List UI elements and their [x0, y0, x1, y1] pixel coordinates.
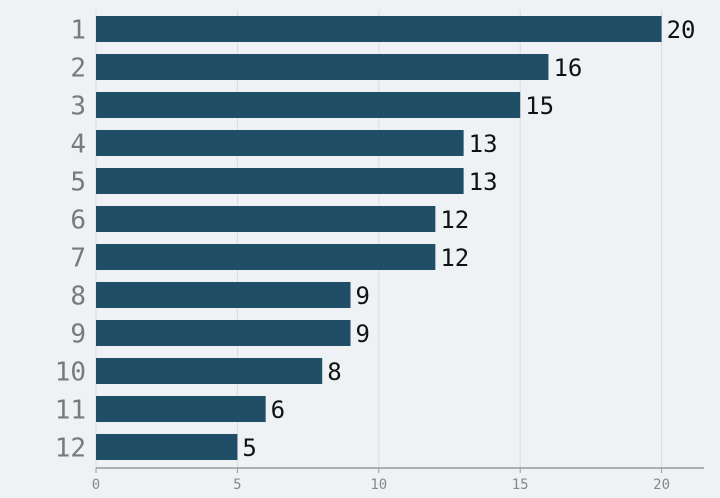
bar	[96, 358, 323, 384]
value-label: 12	[440, 206, 469, 234]
x-tick-label: 15	[512, 477, 529, 493]
value-label: 13	[469, 130, 498, 158]
y-tick-label: 4	[70, 130, 86, 160]
bar	[96, 282, 351, 308]
y-tick-label: 2	[70, 54, 86, 84]
x-tick-label: 10	[370, 477, 387, 493]
value-label: 16	[553, 54, 582, 82]
x-tick-label: 0	[92, 477, 100, 493]
y-tick-label: 3	[70, 92, 86, 122]
value-label: 15	[525, 92, 554, 120]
bar	[96, 130, 464, 156]
bar	[96, 16, 662, 42]
y-tick-label: 10	[55, 358, 86, 388]
value-label: 9	[356, 282, 370, 310]
value-label: 12	[440, 244, 469, 272]
y-tick-label: 8	[70, 282, 86, 312]
y-tick-label: 7	[70, 244, 86, 274]
x-tick-label: 5	[233, 477, 241, 493]
y-tick-label: 6	[70, 206, 86, 236]
bar	[96, 244, 436, 270]
value-label: 6	[271, 396, 285, 424]
value-label: 5	[242, 434, 256, 462]
value-label: 20	[667, 16, 696, 44]
value-label: 13	[469, 168, 498, 196]
y-tick-label: 12	[55, 434, 86, 464]
bar	[96, 434, 238, 460]
bar	[96, 320, 351, 346]
bar	[96, 396, 266, 422]
y-tick-label: 1	[70, 16, 86, 46]
y-tick-label: 5	[70, 168, 86, 198]
bar	[96, 54, 549, 80]
y-tick-label: 9	[70, 320, 86, 350]
y-tick-label: 11	[55, 396, 86, 426]
value-label: 9	[356, 320, 370, 348]
value-label: 8	[327, 358, 341, 386]
bar	[96, 92, 521, 118]
bar	[96, 168, 464, 194]
bar	[96, 206, 436, 232]
x-tick-label: 20	[653, 477, 670, 493]
